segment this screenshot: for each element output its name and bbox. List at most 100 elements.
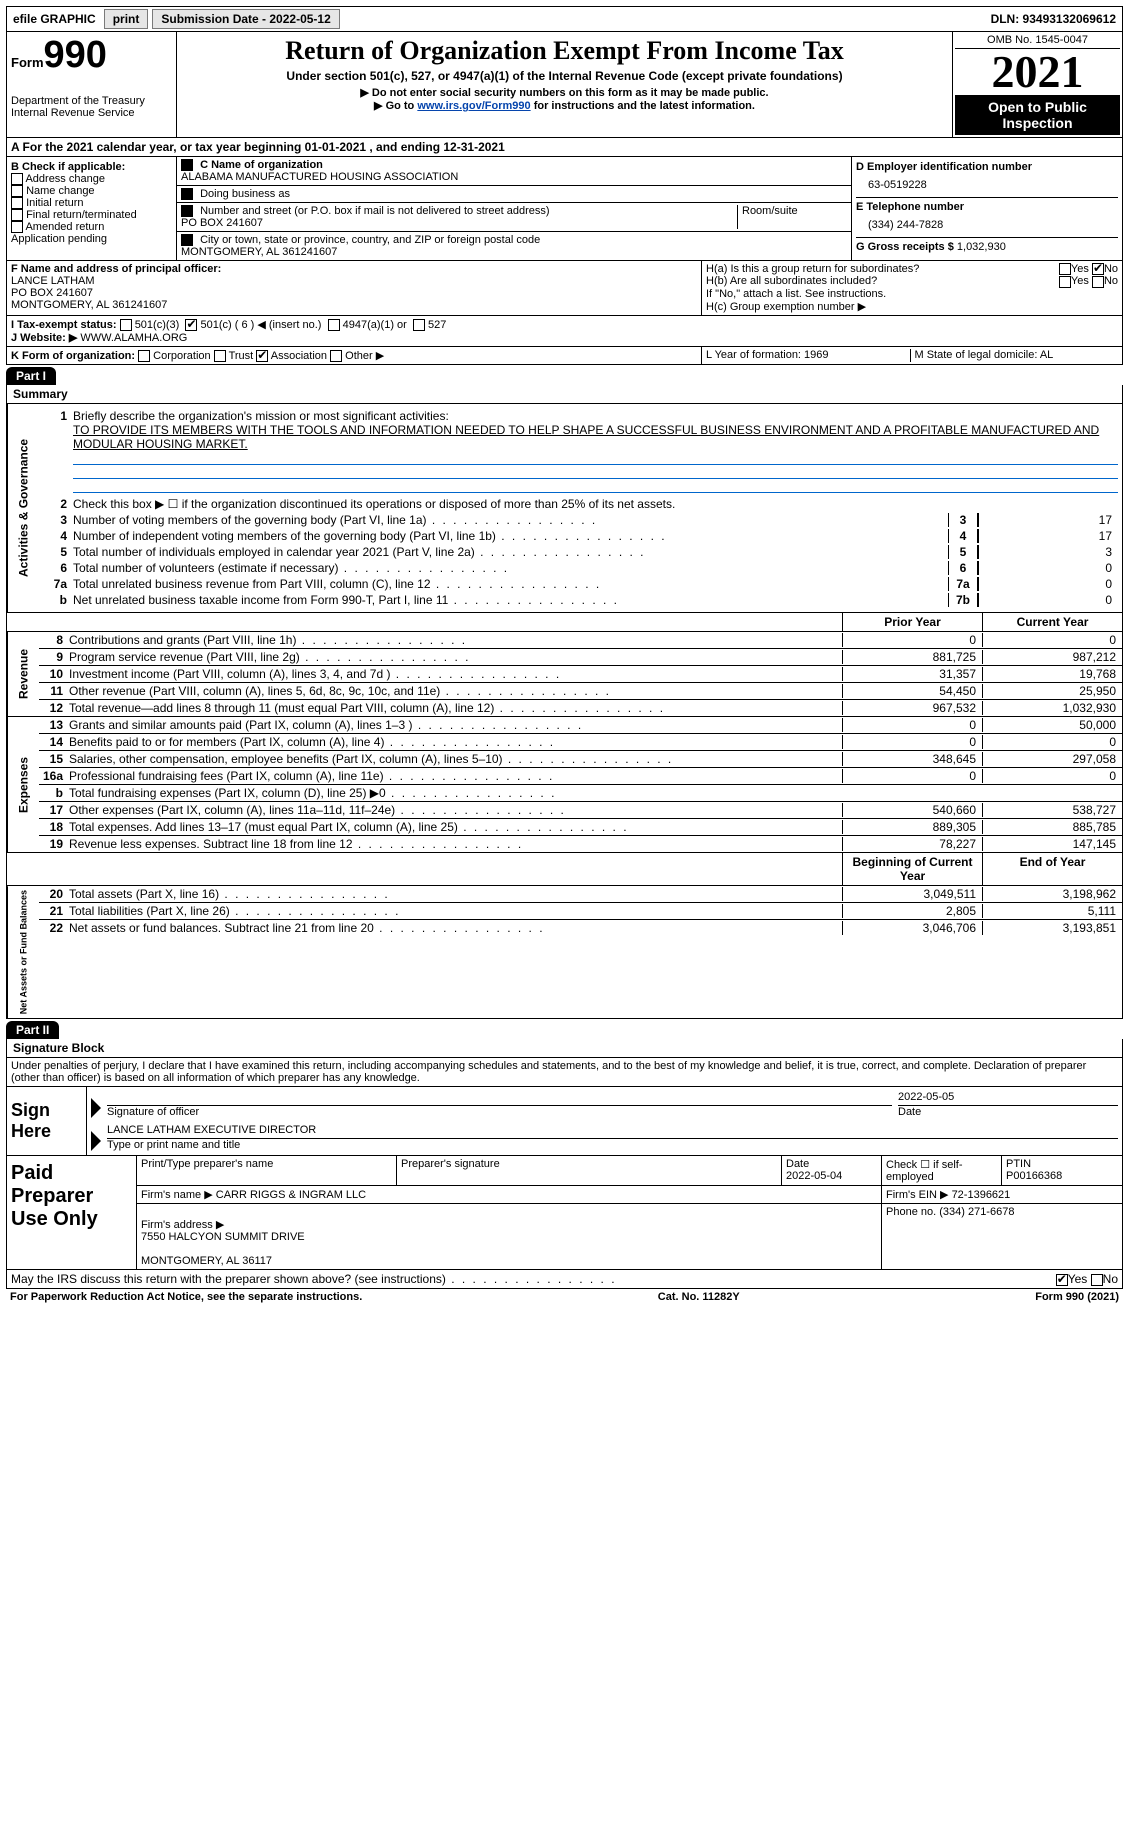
summary-line: 14Benefits paid to or for members (Part …: [39, 733, 1122, 750]
city-label: City or town, state or province, country…: [200, 234, 540, 246]
preparer-block: Paid Preparer Use Only Print/Type prepar…: [6, 1156, 1123, 1270]
prep-ptin: P00166368: [1006, 1170, 1062, 1182]
sig-declaration: Under penalties of perjury, I declare th…: [6, 1058, 1123, 1087]
q1-label: Briefly describe the organization's miss…: [73, 409, 449, 423]
b-item-3: Final return/terminated: [26, 209, 137, 221]
arrow-icon: [91, 1131, 101, 1151]
title-box: Return of Organization Exempt From Incom…: [177, 32, 952, 137]
current-value: 297,058: [982, 752, 1122, 766]
cb-discuss-yes[interactable]: [1056, 1274, 1068, 1286]
m-value: M State of legal domicile: AL: [911, 349, 1119, 362]
sign-block: Sign Here Signature of officer 2022-05-0…: [6, 1087, 1123, 1156]
cb-initial-return[interactable]: [11, 197, 23, 209]
cb-discuss-no[interactable]: [1091, 1274, 1103, 1286]
prior-value: 2,805: [842, 904, 982, 918]
footer: For Paperwork Reduction Act Notice, see …: [6, 1289, 1123, 1305]
line-text: Program service revenue (Part VIII, line…: [69, 650, 842, 664]
form-label: Form: [11, 55, 44, 70]
form-ref: Form 990 (2021): [1035, 1291, 1119, 1303]
opt-other: Other ▶: [345, 350, 384, 362]
prior-value: 78,227: [842, 837, 982, 851]
hb-note: If "No," attach a list. See instructions…: [706, 288, 1118, 300]
opt-527: 527: [428, 319, 446, 331]
summary-line: bNet unrelated business taxable income f…: [43, 592, 1118, 608]
cb-501c[interactable]: [185, 319, 197, 331]
current-value: 0: [982, 769, 1122, 783]
ha-label: H(a) Is this a group return for subordin…: [706, 263, 919, 275]
line-text: Total expenses. Add lines 13–17 (must eq…: [69, 820, 842, 834]
line-box: 7b: [948, 593, 978, 607]
print-button[interactable]: print: [104, 9, 149, 29]
line-text: Contributions and grants (Part VIII, lin…: [69, 633, 842, 647]
line-num: 4: [43, 529, 73, 543]
line-text: Grants and similar amounts paid (Part IX…: [69, 718, 842, 732]
current-value: 147,145: [982, 837, 1122, 851]
cb-hb-yes[interactable]: [1059, 276, 1071, 288]
part2-tab: Part II: [6, 1021, 59, 1039]
hdr-curr: Current Year: [982, 613, 1122, 631]
irs-link[interactable]: www.irs.gov/Form990: [417, 100, 530, 112]
cb-name-change[interactable]: [11, 185, 23, 197]
line-2-num: 2: [43, 497, 73, 511]
org-name: ALABAMA MANUFACTURED HOUSING ASSOCIATION: [181, 171, 458, 183]
cb-amended[interactable]: [11, 221, 23, 233]
part2-title-text: Signature Block: [13, 1041, 104, 1055]
opt-assoc: Association: [271, 350, 327, 362]
cb-hb-no[interactable]: [1092, 276, 1104, 288]
line-num: 8: [39, 633, 69, 647]
line-text: Net unrelated business taxable income fr…: [73, 593, 948, 607]
cb-527[interactable]: [413, 319, 425, 331]
line-num: 11: [39, 684, 69, 698]
j-label: J Website: ▶: [11, 332, 77, 344]
f-value: LANCE LATHAM PO BOX 241607 MONTGOMERY, A…: [11, 275, 167, 311]
summary-line: 15Salaries, other compensation, employee…: [39, 750, 1122, 767]
line-text: Other expenses (Part IX, column (A), lin…: [69, 803, 842, 817]
form-number-box: Form990 Department of the Treasury Inter…: [7, 32, 177, 137]
opt-4947: 4947(a)(1) or: [343, 319, 407, 331]
line-num: 17: [39, 803, 69, 817]
line-value: 17: [978, 513, 1118, 527]
line-num: 18: [39, 820, 69, 834]
line-num: 9: [39, 650, 69, 664]
row-ij-content: I Tax-exempt status: 501(c)(3) 501(c) ( …: [7, 316, 1122, 346]
cb-ha-yes[interactable]: [1059, 263, 1071, 275]
cb-assoc[interactable]: [256, 350, 268, 362]
cb-4947[interactable]: [328, 319, 340, 331]
prior-value: 3,049,511: [842, 887, 982, 901]
ein-value: 63-0519228: [868, 179, 1118, 191]
cb-trust[interactable]: [214, 350, 226, 362]
cb-corp[interactable]: [138, 350, 150, 362]
cb-501c3[interactable]: [120, 319, 132, 331]
na-header: Beginning of Current Year End of Year: [7, 852, 1122, 885]
line-value: 0: [978, 577, 1118, 591]
firm-label: Firm's name ▶: [141, 1189, 213, 1201]
summary-line: 6Total number of volunteers (estimate if…: [43, 560, 1118, 576]
preparer-label: Paid Preparer Use Only: [7, 1156, 137, 1269]
b-label: B Check if applicable:: [11, 161, 172, 173]
cb-final-return[interactable]: [11, 209, 23, 221]
lm-block: L Year of formation: 1969 M State of leg…: [702, 347, 1122, 364]
cb-other[interactable]: [330, 350, 342, 362]
current-value: 3,193,851: [982, 921, 1122, 935]
blackbox-icon: [181, 234, 193, 246]
hdr-beg: Beginning of Current Year: [842, 853, 982, 885]
summary-line: 20Total assets (Part X, line 16)3,049,51…: [39, 886, 1122, 902]
summary-line: 12Total revenue—add lines 8 through 11 (…: [39, 699, 1122, 716]
summary-line: 4Number of independent voting members of…: [43, 528, 1118, 544]
sign-here-label: Sign Here: [7, 1087, 87, 1155]
prior-value: 54,450: [842, 684, 982, 698]
summary-line: 21Total liabilities (Part X, line 26)2,8…: [39, 902, 1122, 919]
room-label: Room/suite: [737, 205, 847, 229]
part2-title: Signature Block: [6, 1039, 1123, 1058]
submission-date-button[interactable]: Submission Date - 2022-05-12: [152, 9, 339, 29]
row-klm: K Form of organization: Corporation Trus…: [6, 347, 1123, 365]
prep-h4: Check ☐ if self-employed: [882, 1156, 1002, 1185]
row-fh: F Name and address of principal officer:…: [6, 261, 1123, 315]
cb-ha-no[interactable]: [1092, 263, 1104, 275]
opt-trust: Trust: [229, 350, 254, 362]
col-b: B Check if applicable: Address change Na…: [7, 157, 177, 260]
side-netassets: Net Assets or Fund Balances: [7, 886, 39, 1018]
line-num: b: [43, 593, 73, 607]
note2-pre: ▶ Go to: [374, 100, 417, 112]
cb-address-change[interactable]: [11, 173, 23, 185]
